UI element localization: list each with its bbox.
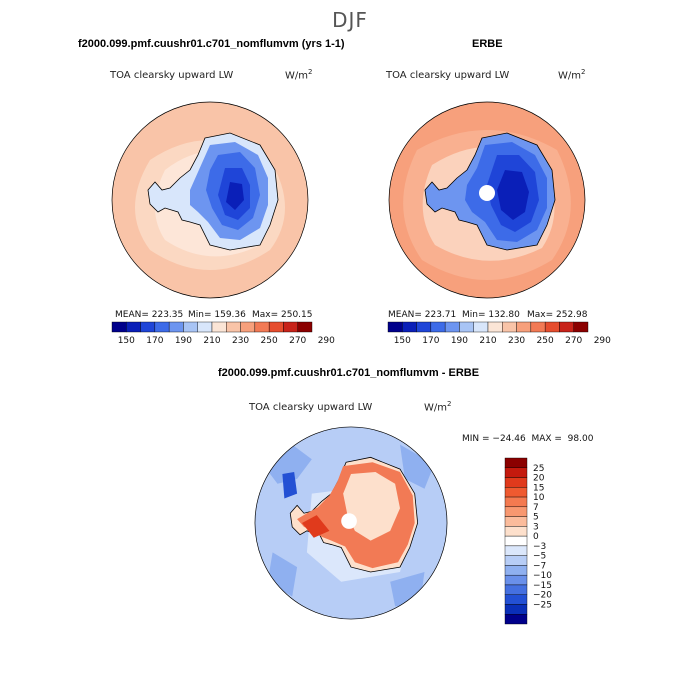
- colorbar-swatch: [254, 321, 270, 333]
- diff-colorbar-swatch: [504, 496, 528, 508]
- diff-colorbar-swatch: [504, 555, 528, 566]
- panel2-max: Max= 252.98: [527, 310, 588, 320]
- panel3-variable: TOA clearsky upward LW: [249, 402, 373, 413]
- colorbar-label: 290: [594, 336, 611, 346]
- panel2-mean: MEAN= 223.71: [388, 310, 457, 320]
- colorbar-swatch: [168, 321, 184, 333]
- diff-colorbar-label: 25: [533, 464, 544, 474]
- diff-colorbar-swatch: [504, 594, 528, 605]
- panel3-units: W/m2: [424, 400, 452, 414]
- panel2-units: W/m2: [558, 68, 586, 82]
- diff-colorbar-swatch: [504, 487, 528, 498]
- diff-colorbar-label: −15: [533, 581, 552, 591]
- diff-colorbar-label: −3: [533, 542, 546, 552]
- colorbar-label: 290: [318, 336, 335, 346]
- colorbar-swatch: [154, 321, 170, 333]
- diff-colorbar-swatch: [504, 535, 528, 547]
- diff-colorbar-label: 3: [533, 522, 539, 532]
- colorbar-label: 230: [232, 336, 249, 346]
- colorbar-swatch: [268, 321, 284, 333]
- diff-colorbar-swatch: [504, 467, 528, 478]
- colorbar-label: 190: [451, 336, 468, 346]
- colorbar-swatch: [473, 321, 489, 333]
- colorbar-label: 210: [203, 336, 220, 346]
- panel2-map: [388, 101, 586, 299]
- diff-colorbar-swatch: [504, 526, 528, 537]
- diff-colorbar-swatch: [504, 584, 528, 595]
- panel1-mean: MEAN= 223.35: [115, 310, 184, 320]
- colorbar-swatch: [126, 321, 141, 333]
- colorbar-label: 170: [146, 336, 163, 346]
- colorbar-swatch: [283, 321, 298, 333]
- colorbar-swatch: [430, 321, 446, 333]
- colorbar-label: 150: [118, 336, 135, 346]
- colorbar-swatch: [226, 321, 241, 333]
- diff-colorbar-swatch: [504, 506, 528, 517]
- diff-colorbar-label: −5: [533, 552, 546, 562]
- colorbar-label: 250: [261, 336, 278, 346]
- colorbar-swatch: [183, 321, 198, 333]
- panel2-title: ERBE: [472, 38, 503, 50]
- diff-colorbar-swatch: [504, 457, 528, 468]
- panel1-max: Max= 250.15: [252, 310, 313, 320]
- colorbar-label: 230: [508, 336, 525, 346]
- colorbar-swatch: [387, 321, 403, 333]
- colorbar-swatch: [111, 321, 127, 333]
- panel3-stats: MIN = −24.46 MAX = 98.00: [462, 434, 594, 444]
- diff-colorbar-label: 7: [533, 503, 539, 513]
- colorbar-swatch: [502, 321, 517, 333]
- diff-colorbar-swatch: [504, 565, 528, 576]
- colorbar-swatch: [530, 321, 546, 333]
- diff-colorbar-swatch: [504, 574, 528, 586]
- diff-colorbar-label: −7: [533, 561, 546, 571]
- colorbar-swatch: [573, 321, 589, 333]
- panel2-colorbar: 150 170 190 210 230 250 270 290: [387, 321, 611, 346]
- diff-colorbar-label: 10: [533, 493, 545, 503]
- diff-colorbar-label: 15: [533, 483, 544, 493]
- colorbar-label: 270: [565, 336, 582, 346]
- panel3-map: [254, 426, 448, 620]
- panel1-min: Min= 159.36: [188, 310, 246, 320]
- colorbar-swatch: [516, 321, 532, 333]
- panel1-title: f2000.099.pmf.cuushr01.c701_nomflumvm (y…: [78, 38, 345, 50]
- panel2-min: Min= 132.80: [462, 310, 520, 320]
- colorbar-label: 270: [289, 336, 306, 346]
- diff-colorbar-label: −25: [533, 600, 552, 610]
- diff-colorbar-label: 0: [533, 532, 539, 542]
- panel3-title: f2000.099.pmf.cuushr01.c701_nomflumvm - …: [218, 367, 480, 379]
- diff-colorbar-label: 5: [533, 513, 539, 523]
- season-title: DJF: [332, 8, 368, 32]
- colorbar-swatch: [459, 321, 474, 333]
- panel1-variable: TOA clearsky upward LW: [110, 70, 234, 81]
- colorbar-label: 190: [175, 336, 192, 346]
- diff-colorbar-swatch: [504, 614, 528, 625]
- colorbar-swatch: [444, 321, 460, 333]
- colorbar-swatch: [197, 321, 213, 333]
- colorbar-swatch: [559, 321, 574, 333]
- diff-colorbar-swatch: [504, 516, 528, 527]
- diff-colorbar-swatch: [504, 477, 528, 488]
- colorbar-swatch: [211, 321, 227, 333]
- colorbar-swatch: [544, 321, 560, 333]
- colorbar-swatch: [297, 321, 313, 333]
- diff-colorbar-swatch: [504, 604, 528, 615]
- panel1-units: W/m2: [285, 68, 313, 82]
- diff-colorbar-label: −20: [533, 591, 552, 601]
- colorbar-label: 150: [394, 336, 411, 346]
- colorbar-label: 210: [479, 336, 496, 346]
- colorbar-swatch: [240, 321, 256, 333]
- colorbar-swatch: [140, 321, 156, 333]
- colorbar-swatch: [416, 321, 432, 333]
- panel2-variable: TOA clearsky upward LW: [386, 70, 510, 81]
- colorbar-swatch: [402, 321, 417, 333]
- diff-colorbar-swatch: [504, 545, 528, 556]
- panel1-map: [111, 101, 309, 299]
- diff-colorbar-label: 20: [533, 474, 545, 484]
- colorbar-swatch: [487, 321, 503, 333]
- colorbar-label: 170: [422, 336, 439, 346]
- colorbar-label: 250: [537, 336, 554, 346]
- panel1-colorbar: 150 170 190 210 230 250 270 290: [111, 321, 335, 346]
- diff-colorbar-label: −10: [533, 571, 552, 581]
